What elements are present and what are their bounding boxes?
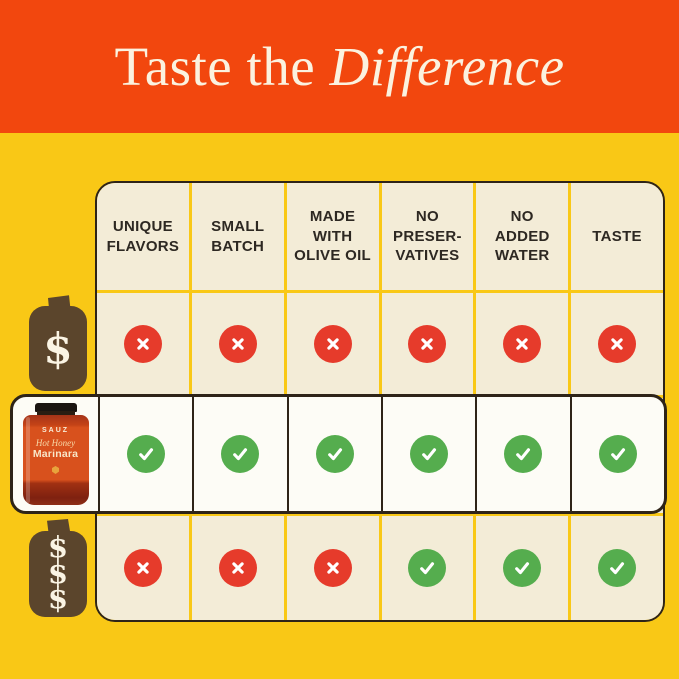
- dollar-sign: $: [47, 555, 69, 590]
- product-row-cell: [192, 397, 286, 511]
- comparison-cell: [97, 516, 189, 620]
- column-header: NO PRESER- VATIVES: [381, 183, 474, 290]
- price-marker: $ $ $: [28, 531, 88, 616]
- x-icon: [503, 325, 542, 363]
- x-icon: [123, 549, 162, 587]
- x-icon: [408, 325, 447, 363]
- product-label: SAUZ Hot Honey Marinara: [23, 427, 89, 474]
- product-brand: SAUZ: [41, 427, 70, 434]
- x-icon: [218, 549, 257, 587]
- check-icon: [503, 549, 542, 587]
- check-icon: [221, 435, 260, 473]
- product-row-highlight: SAUZ Hot Honey Marinara: [10, 394, 667, 514]
- column-header: TASTE: [571, 183, 663, 290]
- header-banner: Taste the Difference: [0, 0, 679, 133]
- product-name-bold: Marinara: [32, 448, 79, 460]
- comparison-cell: [191, 293, 284, 395]
- jar-lid-band: [36, 411, 75, 415]
- title-italic: Difference: [329, 36, 565, 97]
- check-icon: [598, 549, 637, 587]
- jar-lid: [34, 403, 77, 412]
- product-image-cell: SAUZ Hot Honey Marinara: [13, 397, 98, 511]
- x-icon: [218, 325, 257, 363]
- dollar-sign: $: [47, 530, 69, 565]
- comparison-cell: [571, 293, 663, 395]
- product-row-cell: [380, 397, 475, 511]
- dollar-sign: $: [47, 581, 69, 616]
- product-row-cells: [98, 397, 664, 511]
- check-icon: [408, 549, 447, 587]
- x-icon: [598, 325, 637, 363]
- dollar-sign: $: [43, 323, 73, 373]
- product-name-script: Hot Honey: [35, 438, 76, 448]
- comparison-cell: [381, 293, 474, 395]
- comparison-cell: [571, 516, 663, 620]
- jar-silhouette: [29, 295, 87, 391]
- title-regular: Taste the: [114, 36, 316, 97]
- product-row-cell: [569, 397, 664, 511]
- comparison-cell: [97, 293, 189, 395]
- comparison-cell: [381, 516, 474, 620]
- comparison-cell: [476, 516, 569, 620]
- column-header: SMALL BATCH: [191, 183, 284, 290]
- column-header: MADE WITH OLIVE OIL: [286, 183, 379, 290]
- comparison-cell: [191, 516, 284, 620]
- x-icon: [313, 325, 352, 363]
- product-badge-icon: [52, 466, 59, 474]
- check-icon: [315, 435, 354, 473]
- column-header: NO ADDED WATER: [476, 183, 569, 290]
- check-icon: [598, 435, 637, 473]
- product-row-cell: [98, 397, 192, 511]
- x-icon: [313, 549, 352, 587]
- jar-silhouette: [29, 519, 87, 617]
- product-row-cell: [475, 397, 569, 511]
- check-icon: [504, 435, 543, 473]
- budget-competitor-jar-icon: $: [28, 294, 88, 392]
- premium-competitor-jar-icon: $ $ $: [28, 518, 88, 618]
- page-title: Taste the Difference: [114, 35, 564, 98]
- price-marker: $: [28, 307, 88, 390]
- comparison-cell: [286, 293, 379, 395]
- jar-body: [22, 415, 89, 505]
- product-row-cell: [286, 397, 381, 511]
- comparison-cell: [286, 516, 379, 620]
- check-icon: [127, 435, 166, 473]
- comparison-cell: [476, 293, 569, 395]
- column-header: UNIQUE FLAVORS: [97, 183, 189, 290]
- x-icon: [123, 325, 162, 363]
- check-icon: [410, 435, 449, 473]
- product-jar-image: SAUZ Hot Honey Marinara: [22, 403, 89, 505]
